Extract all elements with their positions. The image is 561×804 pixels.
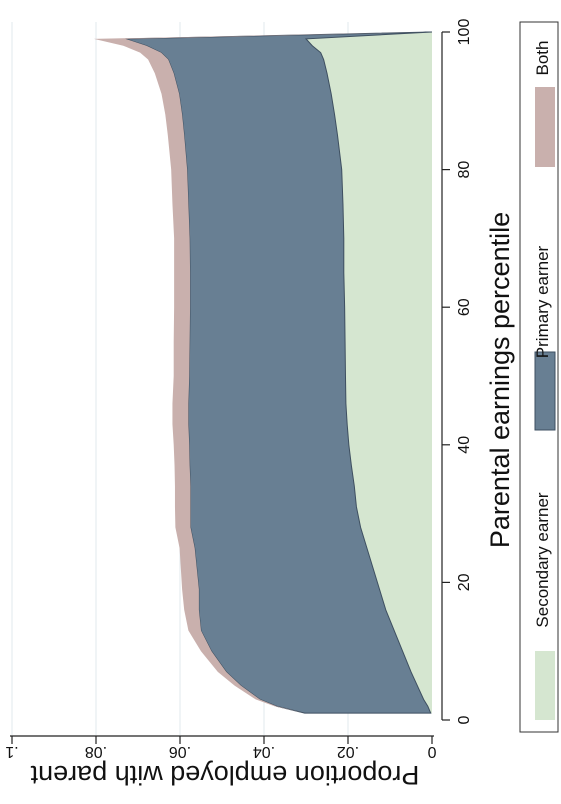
x-tick-label: 20 <box>456 573 473 591</box>
x-axis-title-group: Parental earnings percentile <box>485 212 515 548</box>
y-tick-label: .08 <box>85 743 107 760</box>
x-tick-label: 0 <box>456 715 473 724</box>
y-tick-label-group: 0 <box>427 743 436 760</box>
y-tick-label: .06 <box>169 743 191 760</box>
x-tick-label-group: 20 <box>456 573 473 591</box>
legend-label-secondary-earner: Secondary earner <box>533 492 552 627</box>
y-tick-label-group: .02 <box>337 743 359 760</box>
x-axis-title: Parental earnings percentile <box>485 212 515 548</box>
legend-label-group: Primary earner <box>533 245 552 358</box>
y-tick-label: .02 <box>337 743 359 760</box>
y-tick-label-group: .06 <box>169 743 191 760</box>
x-tick-label-group: 100 <box>456 19 473 46</box>
x-tick-label: 100 <box>456 19 473 46</box>
axis-layer: 0 20 40 60 80 100 0 .02 .04 .06 .08 .1 <box>5 19 473 760</box>
legend-label-primary-earner: Primary earner <box>533 245 552 358</box>
x-tick-label-group: 0 <box>456 715 473 724</box>
area-layer <box>93 31 433 714</box>
legend: Secondary earner Primary earner Both <box>519 21 559 733</box>
y-axis-title: Proportion employed with parent <box>30 760 419 790</box>
x-tick-label: 80 <box>456 161 473 179</box>
x-tick-label-group: 40 <box>456 436 473 454</box>
y-axis-title-group: Proportion employed with parent <box>30 760 419 790</box>
area-both <box>93 32 433 714</box>
y-tick-label-group: .08 <box>85 743 107 760</box>
legend-label-group: Secondary earner <box>533 492 552 627</box>
y-tick-label-group: .1 <box>5 743 18 760</box>
x-tick-label-group: 60 <box>456 298 473 316</box>
area-secondary-earner <box>306 32 432 714</box>
x-tick-label: 60 <box>456 298 473 316</box>
legend-swatch-both <box>535 87 555 167</box>
y-tick-label-group: .04 <box>253 743 275 760</box>
y-tick-label: .04 <box>253 743 275 760</box>
y-tick-label: 0 <box>427 743 436 760</box>
legend-label-group: Both <box>533 41 552 76</box>
legend-swatch-secondary-earner <box>535 651 555 720</box>
x-tick-label: 40 <box>456 436 473 454</box>
x-tick-label-group: 80 <box>456 161 473 179</box>
legend-label-both: Both <box>533 41 552 76</box>
y-tick-label: .1 <box>5 743 18 760</box>
legend-swatch-primary-earner <box>534 351 556 431</box>
